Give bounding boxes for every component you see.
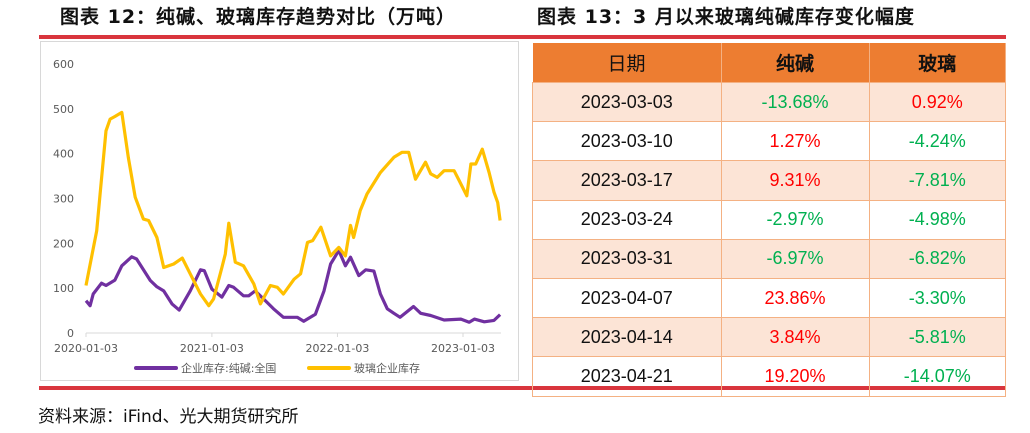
cell-soda: 3.84% xyxy=(720,317,870,358)
x-tick-label: 2023-01-03 xyxy=(431,342,495,355)
y-tick-label: 400 xyxy=(53,148,74,161)
cell-date: 2023-04-21 xyxy=(532,356,722,397)
legend-label-1: 玻璃企业库存 xyxy=(354,361,420,375)
cell-date: 2023-03-17 xyxy=(532,160,722,201)
cell-glass: -3.30% xyxy=(868,277,1006,319)
x-tick-label: 2021-01-03 xyxy=(180,342,244,355)
cell-date: 2023-03-31 xyxy=(532,238,722,279)
cell-glass: -6.82% xyxy=(868,238,1006,279)
cell-date: 2023-04-07 xyxy=(532,277,722,319)
series-line-1 xyxy=(84,110,502,308)
cell-date: 2023-03-10 xyxy=(532,121,722,162)
cell-date: 2023-04-14 xyxy=(532,317,722,358)
cell-soda: 23.86% xyxy=(720,277,870,319)
chart-panel: 0 100 200 300 400 500 600 2020-01-03 2021-01-03 2… xyxy=(40,41,519,381)
inventory-line-chart: 0 100 200 300 400 500 600 2020-01-03 2021-01-03 2… xyxy=(53,58,502,375)
series-line-0 xyxy=(84,248,502,324)
cell-glass: 0.92% xyxy=(868,81,1006,123)
y-tick-label: 300 xyxy=(53,193,74,206)
cell-soda: 9.31% xyxy=(720,160,870,201)
cell-date: 2023-03-03 xyxy=(532,81,722,123)
cell-soda: 19.20% xyxy=(720,356,870,397)
cell-glass: -14.07% xyxy=(868,356,1006,397)
cell-date: 2023-03-24 xyxy=(532,199,722,240)
table-header-row: 日期 纯碱 玻璃 xyxy=(532,43,1006,83)
cell-soda: -6.97% xyxy=(720,238,870,279)
table-row: 2023-04-14 3.84% -5.81% xyxy=(532,317,1006,358)
x-tick-label: 2020-01-03 xyxy=(54,342,118,355)
cell-glass: -5.81% xyxy=(868,317,1006,358)
table-row: 2023-04-07 23.86% -3.30% xyxy=(532,277,1006,319)
header-soda: 纯碱 xyxy=(721,43,870,83)
y-tick-label: 0 xyxy=(67,327,74,340)
y-tick-label: 200 xyxy=(53,237,74,250)
table-row: 2023-03-17 9.31% -7.81% xyxy=(532,160,1006,201)
cell-soda: -13.68% xyxy=(720,81,870,123)
cell-glass: -7.81% xyxy=(868,160,1006,201)
cell-glass: -4.24% xyxy=(868,121,1006,162)
top-divider xyxy=(39,35,1006,39)
bottom-divider xyxy=(39,386,1006,390)
table-row: 2023-03-24 -2.97% -4.98% xyxy=(532,199,1006,240)
y-tick-label: 600 xyxy=(53,58,74,71)
legend-label-0: 企业库存:纯碱:全国 xyxy=(181,361,276,375)
table-row: 2023-04-21 19.20% -14.07% xyxy=(532,356,1006,397)
table-row: 2023-03-03 -13.68% 0.92% xyxy=(532,81,1006,123)
cell-soda: 1.27% xyxy=(720,121,870,162)
inventory-change-table: 日期 纯碱 玻璃 2023-03-03 -13.68% 0.92% 2023-03-1… xyxy=(532,43,1006,397)
table-row: 2023-03-31 -6.97% -6.82% xyxy=(532,238,1006,279)
x-tick-label: 2022-01-03 xyxy=(305,342,369,355)
cell-soda: -2.97% xyxy=(720,199,870,240)
table-row: 2023-03-10 1.27% -4.24% xyxy=(532,121,1006,162)
left-chart-title: 图表 12：纯碱、玻璃库存趋势对比（万吨） xyxy=(60,6,457,28)
y-tick-label: 100 xyxy=(53,282,74,295)
right-table-title: 图表 13：3 月以来玻璃纯碱库存变化幅度 xyxy=(537,6,915,28)
y-tick-label: 500 xyxy=(53,103,74,116)
source-note: 资料来源：iFind、光大期货研究所 xyxy=(38,407,299,427)
cell-glass: -4.98% xyxy=(868,199,1006,240)
header-date: 日期 xyxy=(532,43,722,83)
header-glass: 玻璃 xyxy=(869,43,1006,83)
